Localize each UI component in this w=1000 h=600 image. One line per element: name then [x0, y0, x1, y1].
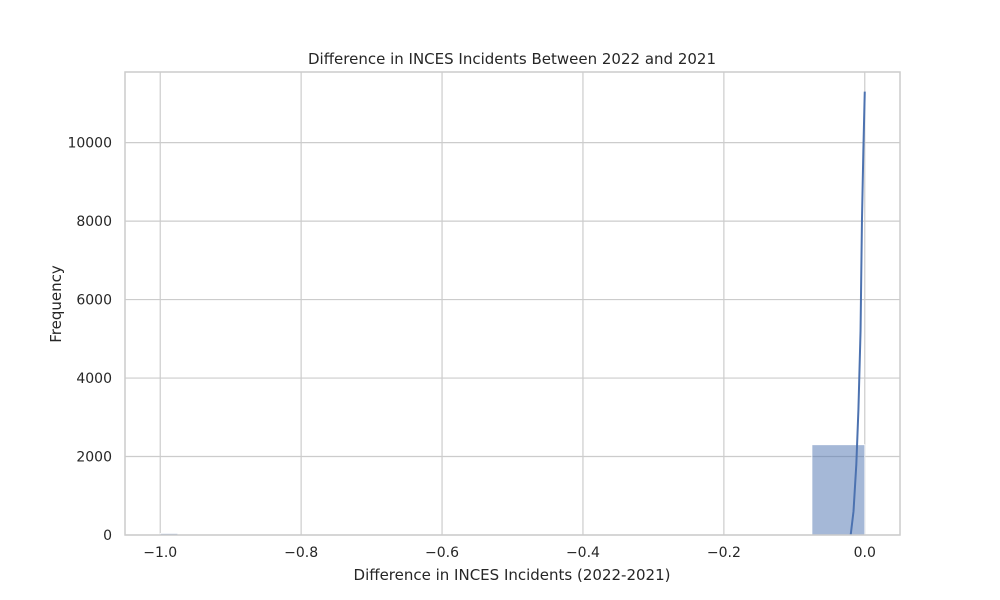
y-tick-label: 2000: [76, 450, 112, 466]
x-axis-label: Difference in INCES Incidents (2022-2021…: [354, 566, 671, 584]
y-tick-label: 6000: [76, 293, 112, 309]
y-gridlines: [125, 142, 900, 536]
x-tick-label: 0.0: [854, 545, 876, 561]
y-tick-label: 0: [103, 528, 112, 544]
x-gridlines: [159, 72, 866, 535]
y-axis-label: Frequency: [47, 265, 65, 343]
y-tick-label: 4000: [76, 371, 112, 387]
x-tick-label: −0.4: [566, 545, 600, 561]
x-tick-label: −1.0: [143, 545, 177, 561]
y-tick-labels: 0 2000 4000 6000 8000 10000: [67, 136, 112, 544]
plot-frame: [124, 71, 901, 536]
x-tick-label: −0.2: [707, 545, 741, 561]
x-tick-label: −0.8: [284, 545, 318, 561]
x-tick-label: −0.6: [425, 545, 459, 561]
histogram-bars: [159, 444, 866, 536]
x-tick-labels: −1.0 −0.8 −0.6 −0.4 −0.2 0.0: [143, 545, 876, 561]
kde-line: [849, 91, 866, 536]
y-tick-label: 8000: [76, 214, 112, 230]
y-tick-label: 10000: [67, 136, 112, 152]
chart-title: Difference in INCES Incidents Between 20…: [308, 50, 716, 68]
